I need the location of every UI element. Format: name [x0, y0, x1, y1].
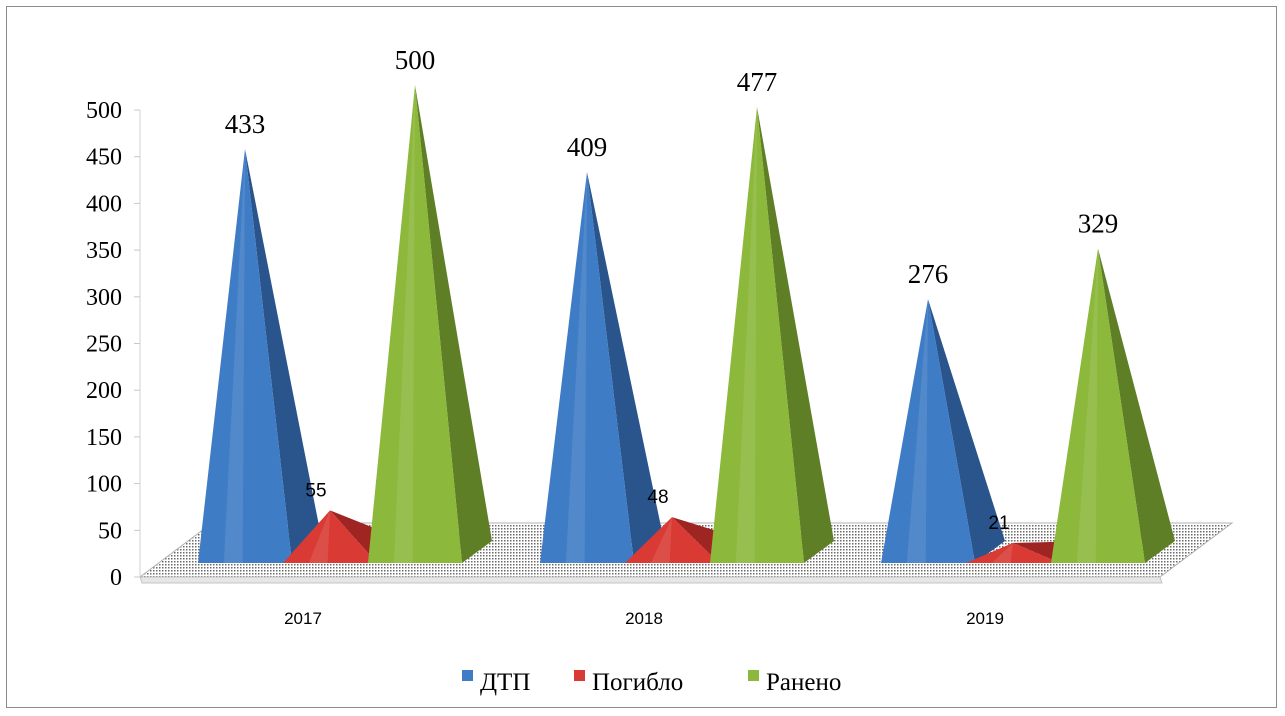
chart-floor-edge [139, 576, 1163, 584]
data-label-ранено-2017: 500 [395, 45, 436, 75]
data-labels: 433 55 500 409 48 477 276 21 329 [225, 45, 1119, 534]
pyramid-highlight [308, 510, 330, 563]
legend-label: Погибло [592, 669, 683, 696]
y-tick-label-300: 300 [86, 285, 122, 311]
pyramid-side-face [415, 85, 492, 563]
y-tick-label-200: 200 [86, 378, 122, 404]
pyramid-front-face [368, 85, 462, 563]
chart-bars [198, 85, 1175, 563]
pyramid-highlight [1076, 248, 1098, 563]
legend-swatch [462, 670, 473, 681]
x-tick-label-2017: 2017 [284, 609, 322, 628]
legend-item-дтп: ДТП [462, 669, 530, 696]
pyramid-highlight [650, 517, 672, 563]
y-tick-label-400: 400 [86, 191, 122, 217]
x-axis: 2017 2018 2019 [284, 609, 1004, 628]
y-tick-label-50: 50 [98, 518, 122, 544]
pyramid-front-face [625, 517, 719, 563]
pyramid-дтп-2018 [540, 171, 664, 563]
legend-label: Ранено [766, 669, 841, 696]
pyramid-front-face [1051, 248, 1145, 563]
y-tick-label-250: 250 [86, 332, 122, 358]
pyramid-side-face [757, 106, 834, 563]
data-label-дтп-2019: 276 [908, 259, 949, 289]
legend-item-погибло: Погибло [574, 669, 683, 696]
pyramid-side-face [1098, 248, 1175, 563]
data-label-ранено-2019: 329 [1078, 208, 1119, 238]
pyramid-side-face [928, 299, 1005, 563]
y-tick-label-100: 100 [86, 472, 122, 498]
data-label-ранено-2018: 477 [737, 67, 778, 97]
y-tick-label-500: 500 [86, 98, 122, 124]
legend-label: ДТП [480, 669, 530, 696]
y-tick-label-450: 450 [86, 145, 122, 171]
pyramid-front-face [540, 171, 634, 563]
pyramid-side-face [587, 171, 664, 563]
pyramid-ранено-2018 [710, 106, 834, 563]
pyramid-ранено-2017 [368, 85, 492, 563]
pyramid-front-face [710, 106, 804, 563]
data-label-погибло-2018: 48 [647, 487, 668, 508]
y-tick-label-350: 350 [86, 238, 122, 264]
pyramid-highlight [223, 149, 245, 563]
pyramid-ранено-2019 [1051, 248, 1175, 563]
y-tick-label-0: 0 [110, 565, 122, 591]
pyramid-front-face [198, 149, 292, 563]
pyramid-highlight [393, 85, 415, 563]
legend-item-ранено: Ранено [748, 669, 841, 696]
pyramid-highlight [735, 106, 757, 563]
legend-swatch [574, 670, 585, 681]
pyramid-дтп-2019 [881, 299, 1005, 563]
pyramid-highlight [565, 171, 587, 563]
data-label-дтп-2017: 433 [225, 109, 266, 139]
pyramid-side-face [245, 149, 322, 563]
pyramid-front-face [881, 299, 975, 563]
pyramid-highlight [906, 299, 928, 563]
y-tick-label-150: 150 [86, 425, 122, 451]
data-label-погибло-2017: 55 [305, 480, 326, 501]
legend: ДТП Погибло Ранено [462, 669, 841, 696]
x-tick-label-2018: 2018 [625, 609, 663, 628]
pyramid-front-face [283, 510, 377, 563]
data-label-дтп-2018: 409 [567, 132, 608, 162]
pyramid-front-face [966, 542, 1060, 563]
legend-swatch [748, 670, 759, 681]
x-tick-label-2019: 2019 [966, 609, 1004, 628]
chart-frame [6, 6, 1277, 708]
pyramid-дтп-2017 [198, 149, 322, 563]
data-label-погибло-2019: 21 [988, 513, 1009, 534]
pyramid-highlight [991, 542, 1013, 563]
y-axis: 0 50 100 150 200 250 300 350 400 450 500 [86, 98, 141, 591]
